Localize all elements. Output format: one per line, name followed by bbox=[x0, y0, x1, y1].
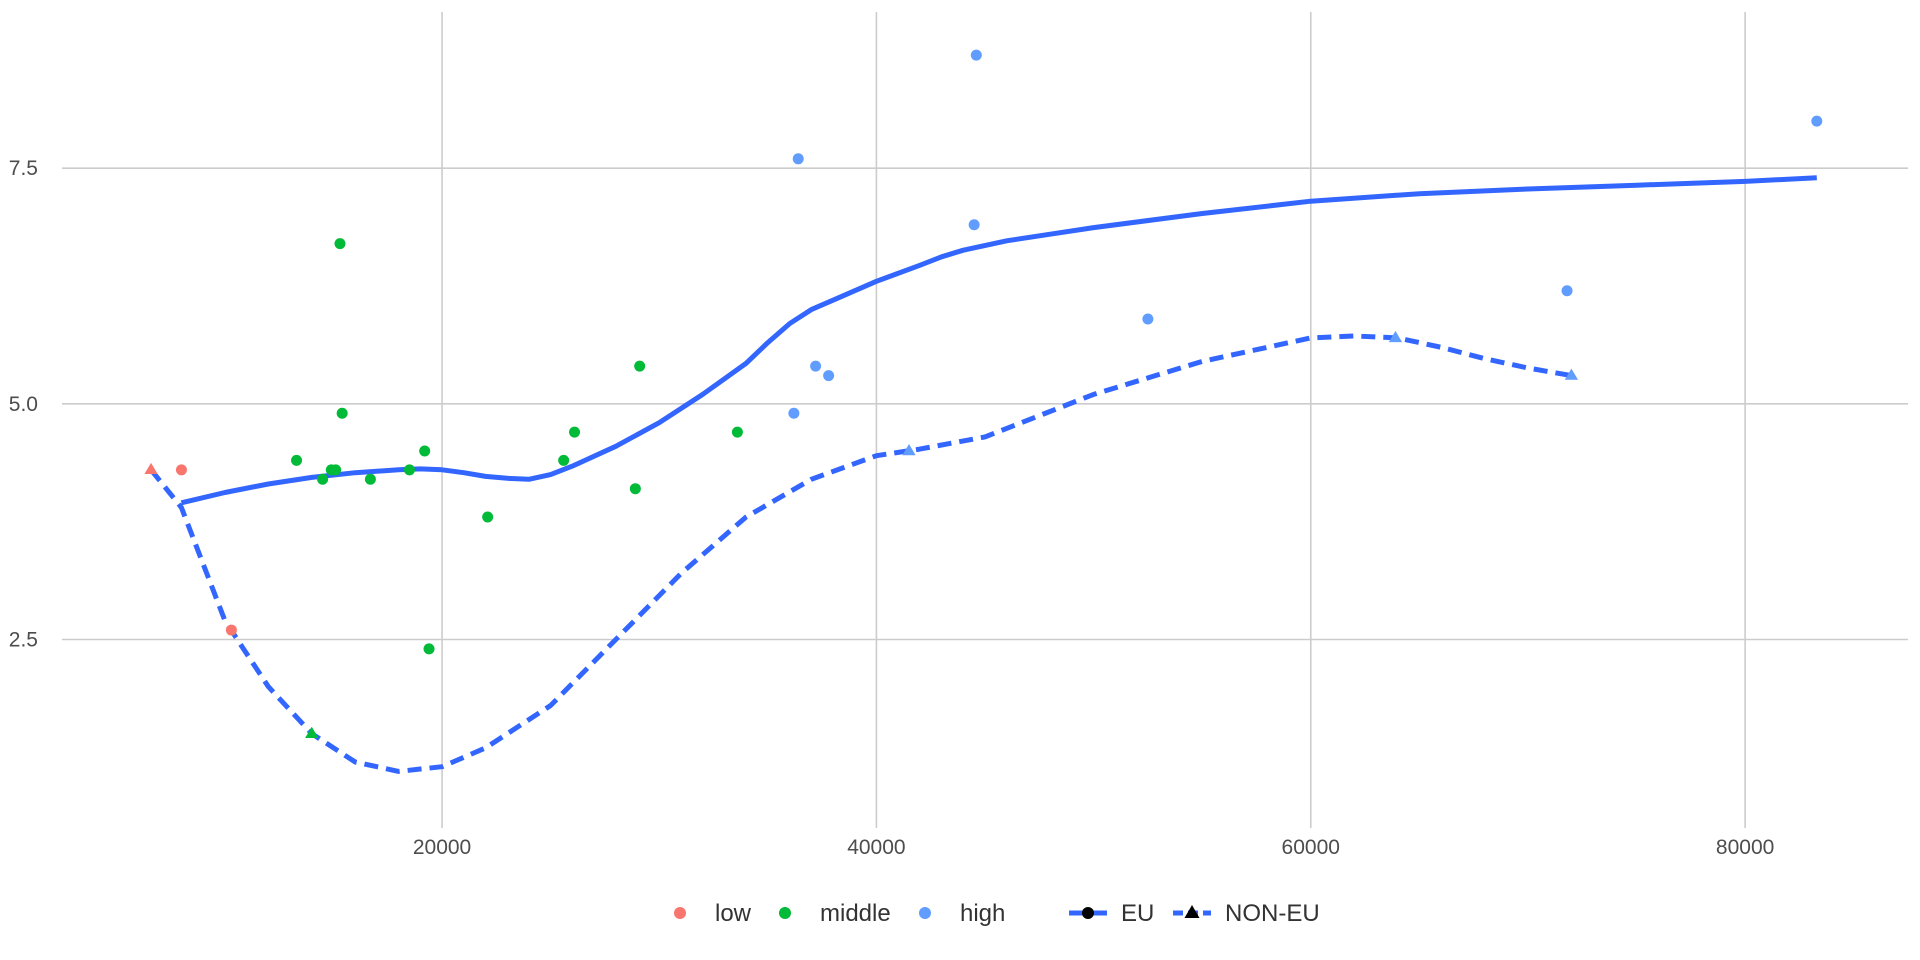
x-axis-ticks: 20000 40000 60000 80000 bbox=[413, 836, 1774, 859]
data-point bbox=[419, 445, 431, 457]
data-point-triangle bbox=[1564, 368, 1579, 380]
grid-lines bbox=[62, 12, 1908, 828]
y-tick-label: 5.0 bbox=[9, 393, 38, 416]
smooth-line-non-eu bbox=[149, 333, 1572, 774]
data-point bbox=[731, 426, 743, 438]
x-tick-label: 20000 bbox=[413, 836, 471, 859]
legend-label-low: low bbox=[715, 900, 752, 927]
data-point bbox=[291, 454, 303, 466]
data-point bbox=[225, 624, 237, 636]
data-point bbox=[788, 407, 800, 419]
x-tick-label: 80000 bbox=[1716, 836, 1774, 859]
legend-key-high bbox=[919, 907, 931, 919]
legend-label-eu: EU bbox=[1121, 900, 1154, 927]
data-point bbox=[175, 464, 187, 476]
data-point-triangle bbox=[305, 726, 319, 738]
legend-shape-circle bbox=[1082, 907, 1094, 919]
data-point bbox=[364, 473, 376, 485]
data-point-triangle bbox=[144, 462, 158, 475]
data-point bbox=[970, 49, 982, 61]
data-point bbox=[334, 238, 346, 250]
data-point bbox=[336, 407, 348, 419]
y-tick-label: 7.5 bbox=[9, 157, 38, 180]
y-tick-label: 2.5 bbox=[9, 628, 38, 651]
data-point bbox=[629, 483, 641, 495]
data-point bbox=[569, 426, 581, 438]
data-point bbox=[1811, 115, 1823, 127]
data-points bbox=[144, 49, 1823, 738]
smooth-lines bbox=[149, 175, 1817, 774]
legend-label-high: high bbox=[960, 900, 1005, 927]
data-point-triangle bbox=[1388, 330, 1403, 343]
data-point bbox=[1142, 313, 1154, 325]
data-point bbox=[792, 153, 804, 165]
data-point bbox=[330, 464, 342, 476]
legend-label-non-eu: NON-EU bbox=[1225, 900, 1320, 927]
data-point bbox=[558, 454, 570, 466]
legend: low middle high EU NON-EU bbox=[674, 900, 1320, 927]
x-tick-label: 40000 bbox=[847, 836, 905, 859]
x-tick-label: 60000 bbox=[1282, 836, 1340, 859]
data-point bbox=[968, 219, 980, 231]
legend-key-middle bbox=[779, 907, 791, 919]
data-point bbox=[823, 370, 835, 382]
data-point bbox=[423, 643, 435, 655]
data-point bbox=[634, 360, 646, 372]
data-point bbox=[810, 360, 822, 372]
y-axis-ticks: 2.5 5.0 7.5 bbox=[9, 157, 38, 651]
legend-key-low bbox=[674, 907, 686, 919]
legend-shape-triangle bbox=[1184, 905, 1200, 918]
data-point bbox=[482, 511, 494, 523]
data-point bbox=[403, 464, 415, 476]
data-point bbox=[317, 473, 329, 485]
smooth-line-eu bbox=[180, 175, 1817, 506]
legend-label-middle: middle bbox=[820, 900, 891, 927]
data-point bbox=[1561, 285, 1573, 297]
data-point-triangle bbox=[902, 443, 916, 456]
